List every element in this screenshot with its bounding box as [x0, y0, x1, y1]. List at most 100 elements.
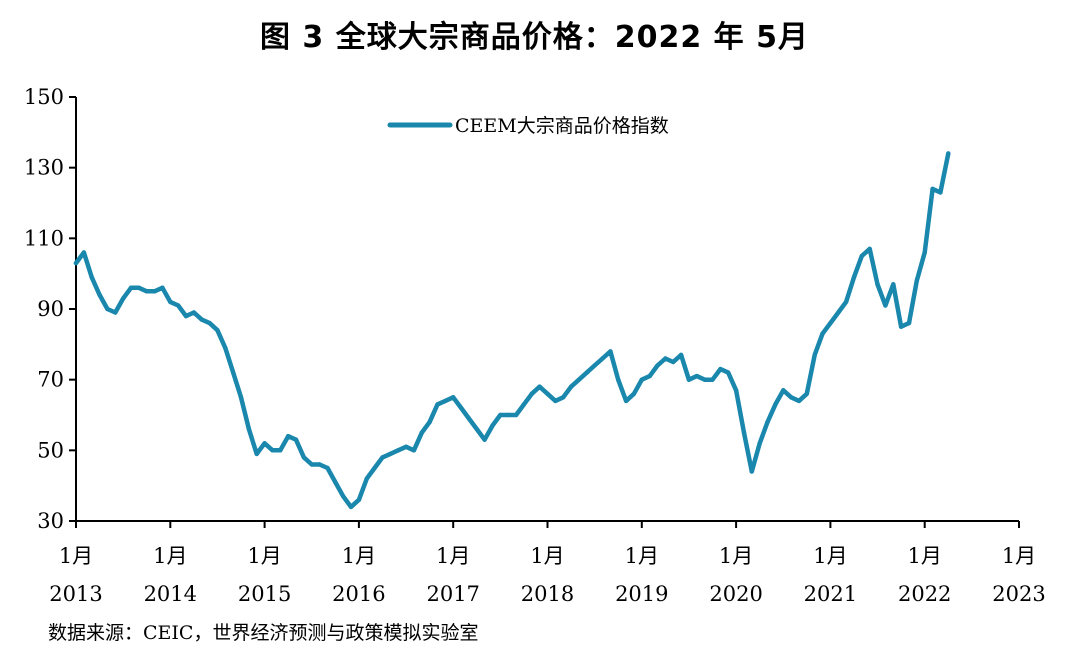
data-point: [875, 282, 880, 287]
data-point: [356, 497, 362, 502]
data-point: [309, 462, 314, 467]
data-point: [938, 190, 943, 195]
data-point: [655, 363, 660, 368]
data-point: [231, 370, 236, 375]
data-point: [427, 419, 432, 425]
data-point: [301, 455, 307, 460]
data-point: [663, 356, 668, 361]
data-point: [914, 278, 919, 283]
x-axis: 1月 2013 1月 2014 1月 2015 1月 2016 1月 2017 1月 2018 1月 20…: [49, 520, 1046, 606]
x-tick-year-label: 2020: [709, 582, 762, 606]
data-point: [97, 292, 102, 298]
legend: CEEM大宗商品价格指数: [387, 115, 669, 137]
data-point: [859, 253, 864, 259]
data-point: [671, 359, 676, 365]
x-tick-year-label: 2015: [238, 582, 291, 606]
data-point: [490, 423, 495, 428]
y-tick-label: 90: [37, 297, 64, 321]
x-tick-month-label: 1月: [1002, 544, 1036, 568]
data-point: [600, 356, 605, 361]
data-point: [757, 441, 762, 446]
data-point: [262, 441, 267, 446]
data-point: [160, 285, 165, 290]
data-point: [364, 476, 369, 481]
data-point: [639, 377, 644, 382]
data-point: [843, 299, 849, 305]
data-point: [458, 405, 464, 411]
data-point: [168, 299, 173, 305]
data-point: [411, 448, 417, 453]
data-point: [781, 388, 786, 393]
data-point: [851, 275, 857, 280]
data-point: [325, 465, 330, 471]
data-point: [215, 328, 220, 333]
data-point: [631, 391, 637, 396]
data-point: [867, 246, 872, 252]
data-point: [183, 313, 189, 319]
chart-title: 图 3 全球大宗商品价格：2022 年 5月: [259, 20, 810, 55]
y-tick-label: 110: [24, 226, 64, 250]
data-point: [482, 437, 487, 442]
data-point: [105, 306, 110, 312]
data-point: [726, 370, 731, 375]
y-tick-label: 30: [37, 509, 64, 533]
data-point: [608, 349, 613, 354]
data-point: [930, 186, 935, 192]
data-point: [568, 384, 574, 389]
x-tick-month-label: 1月: [719, 544, 753, 568]
source-note: 数据来源：CEIC，世界经济预测与政策模拟实验室: [48, 622, 479, 644]
data-point: [498, 412, 503, 418]
data-point: [561, 395, 566, 400]
data-point: [466, 416, 472, 421]
data-point: [592, 363, 597, 368]
x-tick-year-label: 2014: [144, 582, 197, 606]
data-point: [898, 324, 904, 329]
data-point: [388, 451, 393, 457]
x-tick-month-label: 1月: [59, 544, 93, 568]
x-tick-month-label: 1月: [625, 544, 659, 568]
data-point: [474, 426, 479, 432]
series-layer: [73, 151, 951, 510]
data-point: [616, 377, 621, 382]
y-tick-label: 50: [37, 438, 64, 462]
data-point: [348, 504, 354, 510]
data-point: [238, 395, 244, 400]
data-point: [270, 448, 275, 453]
data-point: [906, 320, 912, 326]
data-point: [207, 320, 212, 326]
data-point: [647, 373, 652, 379]
data-point: [922, 250, 927, 255]
data-point: [710, 377, 715, 382]
data-point: [678, 352, 684, 358]
x-tick-year-label: 2013: [49, 582, 102, 606]
x-tick-month-label: 1月: [908, 544, 942, 568]
data-point: [372, 465, 377, 471]
data-point: [788, 395, 794, 400]
x-tick-month-label: 1月: [342, 544, 376, 568]
data-point: [623, 398, 629, 404]
x-tick-month-label: 1月: [436, 544, 470, 568]
data-point: [293, 437, 299, 442]
data-point: [553, 398, 558, 404]
data-point: [113, 310, 118, 315]
data-point: [144, 289, 149, 294]
data-point: [576, 377, 582, 382]
data-point: [136, 285, 142, 290]
data-point: [891, 282, 896, 287]
data-point: [89, 275, 94, 280]
data-point: [765, 419, 770, 425]
data-point: [403, 444, 409, 449]
data-point: [584, 370, 589, 375]
data-point: [513, 412, 519, 418]
y-tick-label: 70: [37, 368, 64, 392]
data-point: [946, 151, 951, 156]
y-tick-label: 130: [24, 156, 64, 180]
data-point: [223, 345, 228, 351]
data-point: [128, 285, 134, 290]
x-tick-year-label: 2022: [898, 582, 951, 606]
x-tick-month-label: 1月: [813, 544, 847, 568]
data-point: [333, 479, 338, 485]
data-point: [506, 412, 511, 418]
data-point: [694, 373, 699, 379]
